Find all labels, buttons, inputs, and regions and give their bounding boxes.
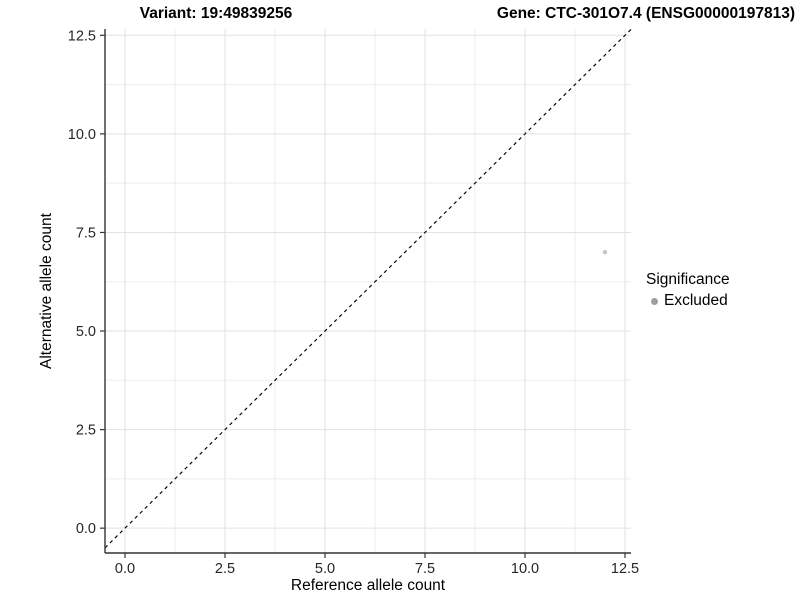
legend-item-label: Excluded [664, 292, 728, 309]
x-tick-label: 7.5 [415, 561, 435, 577]
gene-title: Gene: CTC-301O7.4 (ENSG00000197813) [496, 5, 795, 22]
legend-item-excluded: Excluded [646, 292, 730, 310]
x-tick-label: 12.5 [611, 561, 639, 577]
identity-line [104, 28, 632, 549]
variant-title: Variant: 19:49839256 [139, 5, 293, 22]
y-tick-label: 2.5 [76, 423, 96, 439]
data-point [602, 249, 608, 255]
x-axis-title: Reference allele count [290, 577, 446, 594]
y-axis-title: Alternative allele count [38, 213, 55, 369]
x-tick-label: 5.0 [315, 561, 335, 577]
legend: Significance Excluded [646, 271, 730, 310]
y-tick-label: 0.0 [76, 521, 96, 537]
y-tick-label: 12.5 [68, 28, 96, 44]
legend-key-dot [651, 297, 658, 305]
x-tick-label: 10.0 [511, 561, 539, 577]
x-tick-label: 2.5 [215, 561, 235, 577]
x-tick-label: 0.0 [115, 561, 135, 577]
y-tick-label: 10.0 [68, 127, 96, 143]
legend-title: Significance [646, 271, 730, 288]
y-tick-label: 7.5 [76, 225, 96, 241]
y-tick-label: 5.0 [76, 324, 96, 340]
